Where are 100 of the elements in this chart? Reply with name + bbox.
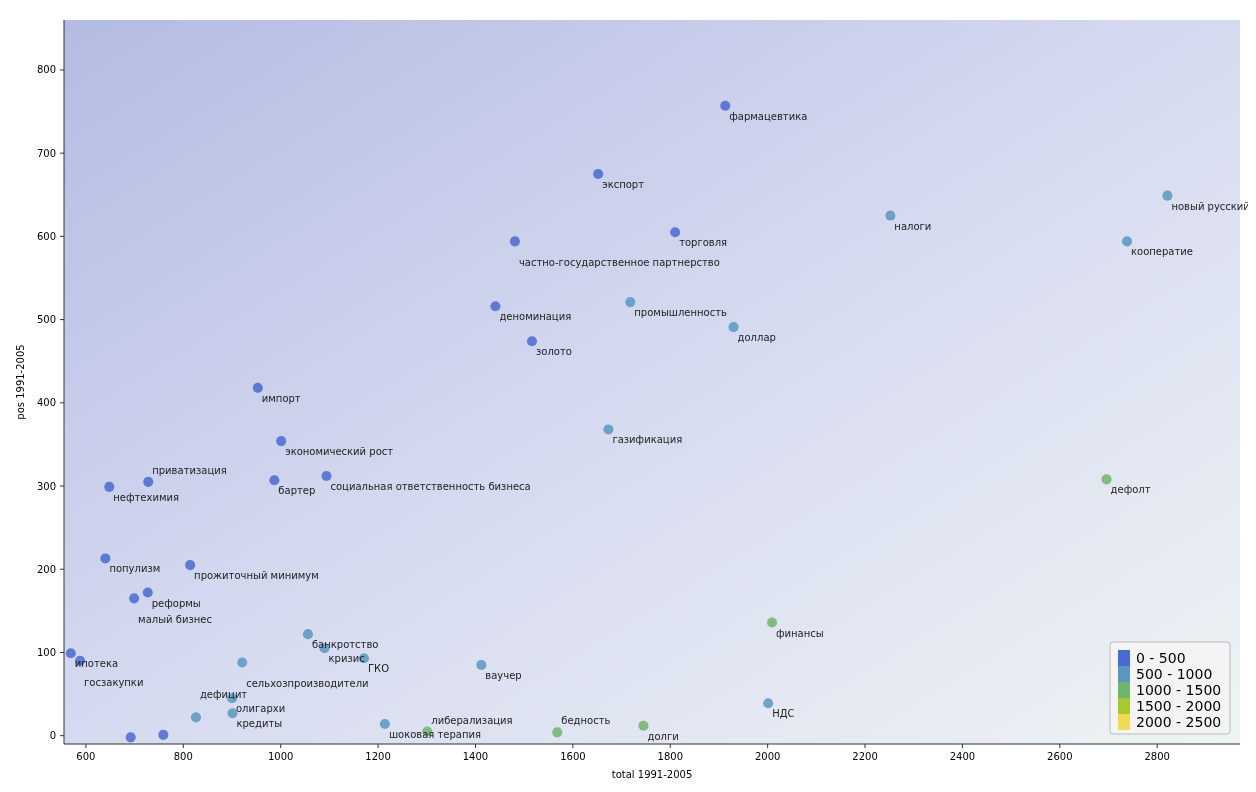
annotation: финансы [776,627,824,639]
point [1121,236,1133,247]
y-tick-label: 100 [36,646,56,658]
annotation: газификация [612,434,683,446]
x-tick-label: 600 [76,751,96,762]
x-tick-label: 1600 [560,751,586,762]
point [125,732,136,743]
annotation: ваучер [485,669,522,681]
x-tick-label: 2000 [754,751,781,762]
y-tick-label: 800 [36,64,56,76]
annotation: частно-государственное партнерство [518,257,720,269]
point [129,593,140,604]
point [302,629,314,640]
point [227,708,238,719]
point [593,168,604,179]
annotation: либерализация [431,714,513,726]
legend-label: 1000 - 1500 [1136,682,1222,698]
point [276,436,287,447]
x-axis-title: total 1991-2005 [611,769,693,780]
annotation: долги [647,730,679,742]
annotation: нефтехимия [113,491,179,503]
point [158,729,169,740]
point [321,471,332,482]
annotation: кредиты [236,718,283,730]
point [65,648,76,659]
point [552,727,563,738]
annotation: кооператие [1131,246,1193,258]
point [526,336,538,347]
annotation: ипотека [74,658,119,670]
legend-label: 2000 - 2500 [1136,714,1222,730]
point [763,698,774,709]
annotation: бедность [561,715,611,727]
x-tick-label: 1400 [462,751,489,762]
annotation: дефицит [199,689,248,701]
point [143,476,154,487]
x-tick-label: 2200 [852,751,878,762]
point [476,659,487,670]
point [269,475,280,486]
point [670,227,681,238]
x-tick-label: 2800 [1144,751,1170,762]
annotation: налоги [894,220,932,232]
point [142,587,153,598]
point [379,718,390,730]
annotation: импорт [261,392,301,404]
annotation: сельхозпроизводители [246,678,369,690]
point [237,657,248,668]
point [638,720,649,731]
annotation: фармацевтика [729,110,808,122]
x-tick-label: 1200 [365,751,391,762]
point [885,210,896,221]
y-tick-label: 400 [36,397,56,409]
legend-label: 500 - 1000 [1136,666,1213,682]
point [720,100,731,111]
annotation: доллар [737,332,776,344]
annotation: реформы [151,597,201,609]
annotation: ГКО [367,663,390,675]
x-tick-label: 1000 [267,751,294,762]
point [104,481,115,492]
point [766,617,778,628]
annotation: кризис [328,653,365,665]
annotation: бартер [278,485,316,497]
legend-label: 0 - 500 [1136,650,1186,666]
y-tick-label: 700 [36,147,56,159]
annotation: приватизация [152,464,227,476]
point [728,322,739,333]
y-axis-title: pos 1991-2005 [15,344,26,420]
annotation: госзакупки [84,676,144,688]
annotation: золото [535,346,572,358]
annotation: экономический рост [285,446,394,458]
annotation: малый бизнес [138,614,212,626]
x-tick-label: 800 [173,751,193,762]
x-tick-label: 1800 [657,751,683,762]
x-tick-label: 2600 [1047,751,1073,762]
y-tick-label: 200 [36,563,56,575]
annotation: НДС [772,708,795,720]
annotation: популизм [109,563,161,575]
point [190,712,202,723]
point [1162,190,1173,201]
annotation: торговля [679,237,728,249]
annotation: социальная ответственность бизнеса [330,481,531,493]
point [490,301,501,312]
point [603,424,614,435]
annotation: прожиточный минимум [194,570,319,582]
point [509,236,520,247]
point [252,382,263,393]
x-tick-label: 2400 [949,751,976,762]
annotation: дефолт [1110,484,1151,496]
annotation: промышленность [634,307,727,319]
annotation: шоковая терапия [388,729,482,741]
point [185,560,196,571]
annotation: экспорт [602,178,645,190]
legend-label: 1500 - 2000 [1136,698,1222,714]
point [625,297,636,308]
point [1101,474,1112,485]
y-tick-label: 0 [49,730,56,742]
y-tick-label: 500 [36,314,56,326]
y-tick-label: 600 [36,230,56,242]
y-tick-label: 300 [36,480,56,492]
annotation: деноминация [499,311,572,323]
annotation: банкротство [311,639,379,651]
